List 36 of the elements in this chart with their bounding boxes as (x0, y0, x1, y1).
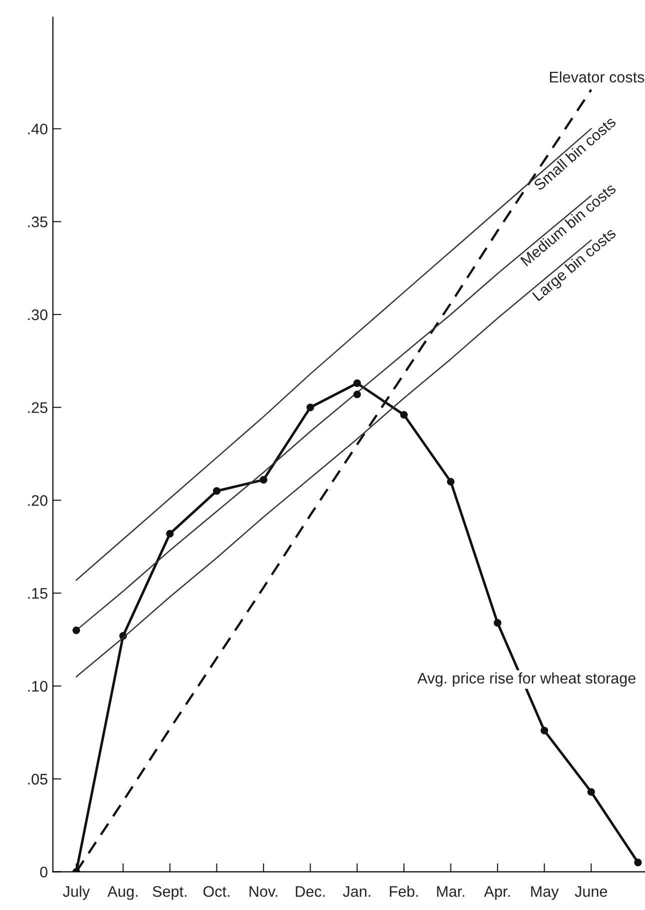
point (72, 626, 80, 634)
point (400, 410, 408, 419)
x-tick-label: Jan. (342, 886, 370, 897)
point (494, 619, 502, 627)
y-tick-label: .20 (28, 495, 48, 506)
point (587, 788, 595, 796)
x-tick-label: July (62, 886, 90, 900)
x-tick-label: Aug. (107, 886, 138, 900)
y-tick-label: .15 (28, 588, 48, 599)
point (353, 390, 361, 398)
point (212, 487, 221, 495)
y-tick-label: .25 (28, 402, 48, 414)
x-tick-label: May (531, 886, 559, 900)
x-tick-label: Apr. (484, 886, 510, 900)
point (634, 858, 642, 866)
point (446, 478, 455, 486)
x-tick-label: Dec. (296, 886, 325, 897)
point (306, 404, 314, 412)
point (166, 530, 174, 538)
y-tick-label: .10 (28, 680, 48, 692)
x-tick-label: June (574, 886, 608, 897)
point (260, 476, 268, 484)
y-tick-label: 0 (40, 866, 48, 878)
series-label: Elevator costs (550, 71, 644, 83)
point (540, 726, 548, 734)
x-tick-label: Feb. (390, 886, 418, 897)
y-tick-label: .30 (28, 309, 48, 320)
y-tick-label: .35 (28, 216, 48, 228)
y-tick-label: .05 (28, 774, 48, 785)
y-tick-label: .40 (28, 124, 48, 134)
x-tick-label: Oct. (203, 886, 230, 897)
x-tick-label: Sept. (152, 886, 186, 900)
annotation: Avg. price rise for wheat storage (417, 672, 636, 687)
x-tick-label: Nov. (250, 886, 278, 897)
point (353, 379, 361, 388)
x-tick-label: Mar. (437, 886, 464, 897)
